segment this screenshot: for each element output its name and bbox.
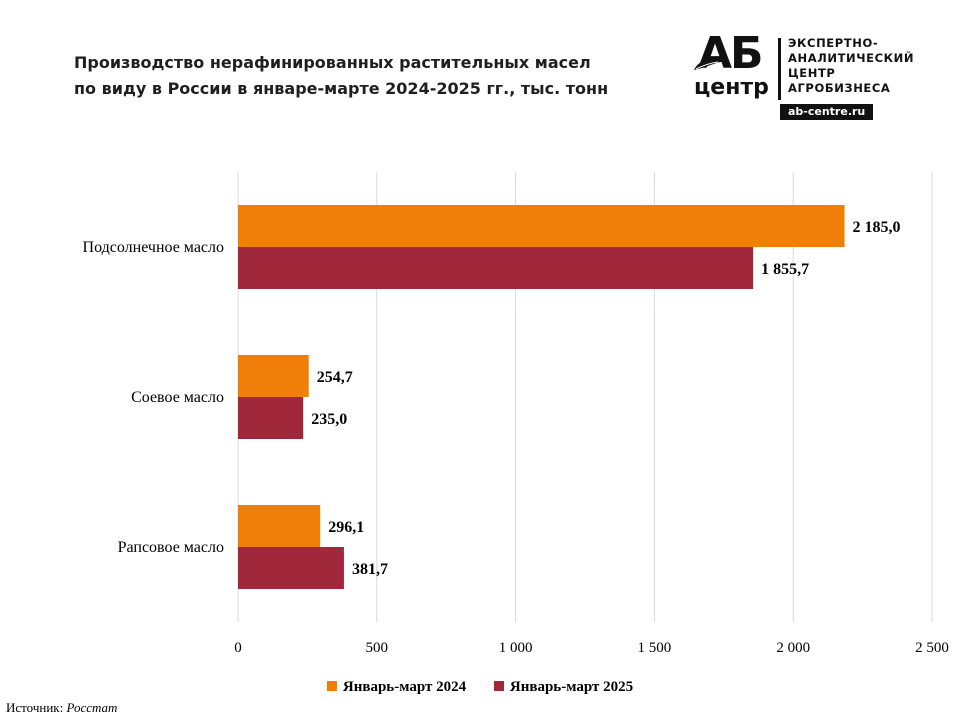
data-label-s0-c1: 254,7 <box>317 369 353 386</box>
data-label-s0-c0: 2 185,0 <box>853 219 901 236</box>
bar-s0-c0 <box>238 205 845 247</box>
logo-text-line-3: ЦЕНТР <box>788 66 836 80</box>
logo-letters-top: АБ <box>698 28 764 79</box>
legend-label-2025: Январь-март 2025 <box>509 679 634 695</box>
leaf-icon <box>694 59 720 70</box>
x-tick-label-500: 500 <box>366 640 389 656</box>
bar-s0-c2 <box>238 505 321 547</box>
category-label-0: Подсолнечное масло <box>83 239 224 256</box>
chart-title-line-1: Производство нерафинированных растительн… <box>74 53 591 72</box>
x-tick-label-1000: 1 000 <box>499 640 533 656</box>
logo-letters-bottom: центр <box>694 75 769 100</box>
logo-text-line-2: АНАЛИТИЧЕСКИЙ <box>788 51 915 65</box>
logo-divider <box>778 38 781 100</box>
ab-centre-logo: АБ центр ЭКСПЕРТНО- АНАЛИТИЧЕСКИЙ ЦЕНТР … <box>692 30 932 120</box>
data-label-s1-c2: 381,7 <box>352 561 388 578</box>
x-tick-label-2000: 2 000 <box>776 640 810 656</box>
legend-swatch-2024 <box>326 681 337 691</box>
data-label-s1-c0: 1 855,7 <box>761 261 809 278</box>
legend-item-2025: Январь-март 2025 <box>493 678 634 696</box>
source-note: Источник: Росстат <box>6 700 117 716</box>
logo-text: ЭКСПЕРТНО- АНАЛИТИЧЕСКИЙ ЦЕНТР АГРОБИЗНЕ… <box>788 36 914 96</box>
logo-text-line-4: АГРОБИЗНЕСА <box>788 81 891 95</box>
x-tick-label-2500: 2 500 <box>915 640 949 656</box>
chart-title-line-2: по виду в России в январе-марте 2024-202… <box>74 79 609 98</box>
data-label-s1-c1: 235,0 <box>311 411 347 428</box>
legend-swatch-2025 <box>493 681 504 691</box>
chart-title: Производство нерафинированных растительн… <box>74 50 654 102</box>
logo-emblem: АБ центр <box>692 30 778 100</box>
bar-s0-c1 <box>238 355 309 397</box>
category-label-2: Рапсовое масло <box>118 539 224 556</box>
logo-text-line-1: ЭКСПЕРТНО- <box>788 36 879 50</box>
source-label: Источник: <box>6 700 64 715</box>
category-label-1: Соевое масло <box>131 389 224 406</box>
legend-label-2024: Январь-март 2024 <box>342 679 467 695</box>
source-value: Росстат <box>66 700 118 715</box>
logo-url: ab-centre.ru <box>780 104 874 120</box>
x-tick-label-0: 0 <box>234 640 242 656</box>
data-label-s0-c2: 296,1 <box>328 519 364 536</box>
legend: Январь-март 2024 Январь-март 2025 <box>0 678 960 696</box>
legend-item-2024: Январь-март 2024 <box>326 678 467 696</box>
bar-s1-c2 <box>238 547 344 589</box>
bar-s1-c1 <box>238 397 304 439</box>
bar-s1-c0 <box>238 247 754 289</box>
x-tick-label-1500: 1 500 <box>638 640 672 656</box>
